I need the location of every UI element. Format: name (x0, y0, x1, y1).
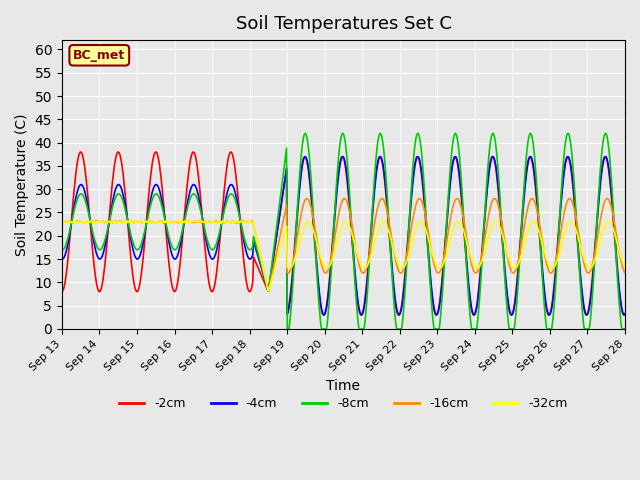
-8cm (284, 326, 291, 332)
-2cm (228, 151, 236, 156)
-2cm (508, 312, 515, 318)
-8cm (255, 255, 263, 261)
-2cm (256, 270, 264, 276)
-16cm (435, 270, 442, 276)
-8cm (621, 326, 629, 332)
-16cm (415, 196, 423, 202)
-16cm (228, 220, 236, 226)
-32cm (278, 239, 286, 245)
-4cm (621, 312, 629, 317)
-2cm (434, 309, 442, 315)
Text: BC_met: BC_met (73, 49, 125, 62)
Line: -8cm: -8cm (62, 133, 625, 329)
Line: -16cm: -16cm (62, 199, 625, 291)
-4cm (58, 256, 66, 262)
-32cm (621, 264, 629, 270)
-16cm (58, 219, 66, 225)
-4cm (124, 219, 132, 225)
-32cm (58, 219, 66, 225)
-32cm (228, 219, 236, 225)
-32cm (264, 288, 272, 294)
-4cm (277, 205, 285, 211)
Y-axis label: Soil Temperature (C): Soil Temperature (C) (15, 113, 29, 256)
Legend: -2cm, -4cm, -8cm, -16cm, -32cm: -2cm, -4cm, -8cm, -16cm, -32cm (115, 392, 573, 415)
-2cm (58, 289, 66, 295)
-8cm (58, 247, 66, 252)
-16cm (403, 255, 410, 261)
-4cm (489, 154, 497, 159)
-8cm (124, 219, 132, 225)
-32cm (256, 252, 264, 257)
-2cm (403, 256, 410, 262)
-16cm (255, 249, 263, 254)
-4cm (433, 312, 441, 318)
-4cm (228, 182, 236, 188)
-8cm (277, 192, 285, 197)
Line: -4cm: -4cm (62, 156, 625, 315)
-16cm (278, 227, 285, 232)
-32cm (65, 217, 72, 223)
-8cm (403, 270, 410, 276)
-32cm (403, 258, 411, 264)
Line: -32cm: -32cm (62, 220, 625, 291)
-32cm (125, 219, 132, 225)
-8cm (434, 326, 442, 332)
-8cm (228, 191, 236, 197)
X-axis label: Time: Time (326, 379, 360, 393)
-4cm (255, 258, 263, 264)
-16cm (264, 288, 272, 294)
-4cm (620, 312, 628, 318)
-2cm (621, 311, 629, 316)
-4cm (402, 270, 410, 276)
Title: Soil Temperatures Set C: Soil Temperatures Set C (236, 15, 451, 33)
-32cm (435, 265, 442, 271)
-16cm (621, 270, 629, 276)
Line: -2cm: -2cm (62, 152, 625, 315)
-2cm (189, 149, 197, 155)
-2cm (124, 223, 132, 229)
-8cm (489, 131, 497, 136)
-2cm (278, 201, 285, 206)
-16cm (124, 219, 132, 225)
